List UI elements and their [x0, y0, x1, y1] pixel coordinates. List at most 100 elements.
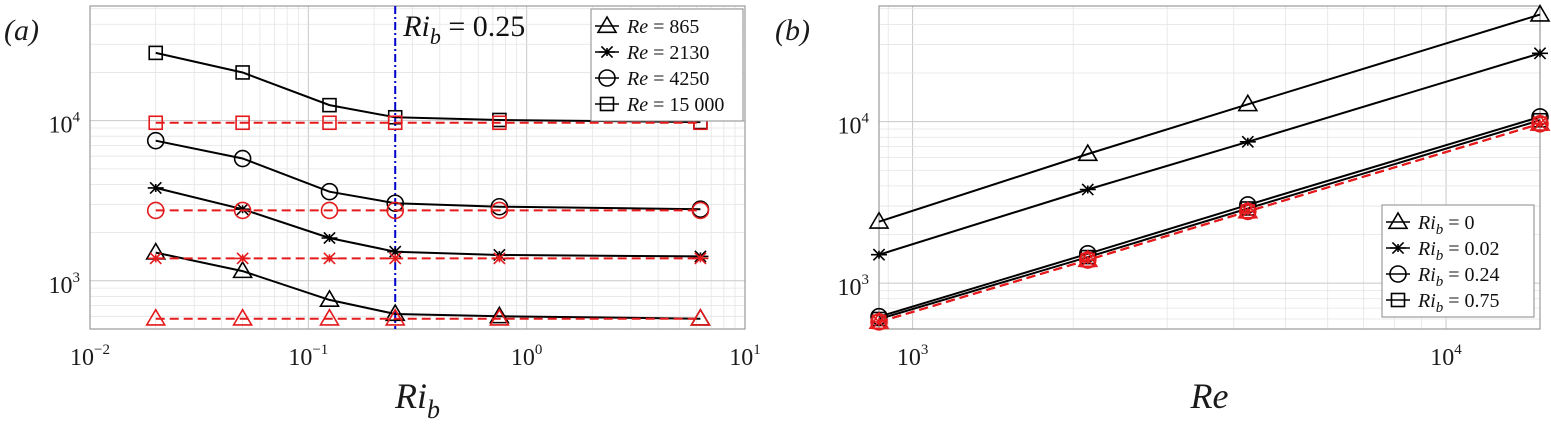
- legend-label: Re = 865: [626, 16, 699, 38]
- data-point-triangle: [232, 260, 254, 279]
- x-tick-label: 100: [511, 342, 543, 371]
- series-group: [145, 45, 711, 326]
- data-point-star: [1532, 47, 1548, 60]
- series-line-circle: [878, 115, 1541, 318]
- x-tick-label: 103: [897, 342, 929, 371]
- data-point-star: [234, 203, 251, 216]
- data-point-square: [1080, 252, 1096, 268]
- data-point-circle: [320, 182, 339, 201]
- data-point-star: [147, 181, 164, 195]
- legend-label: Re = 4250: [626, 68, 709, 90]
- legend-box: [1381, 204, 1535, 318]
- data-point-square: [322, 97, 337, 113]
- x-tick-label: 10−2: [70, 342, 110, 371]
- data-point-square: [871, 314, 887, 330]
- legend-label: Rib = 0: [1417, 212, 1475, 238]
- legend-marker-triangle: [1387, 211, 1409, 230]
- threshold-label: Rib = 0.25: [402, 10, 525, 49]
- x-tick-label-base: 10: [288, 345, 312, 371]
- data-point-star: [234, 252, 251, 265]
- x-tick-label: 10−1: [288, 342, 328, 371]
- series-group: [868, 4, 1551, 331]
- data-point-square: [148, 115, 164, 131]
- legend-label: Re = 2130: [626, 42, 709, 64]
- data-point-star: [871, 315, 887, 329]
- x-tick-label-exp: 4: [1454, 342, 1462, 358]
- data-point-square: [148, 45, 164, 61]
- data-point-triangle: [384, 303, 406, 322]
- x-axis-label: Rib: [394, 376, 440, 424]
- x-tick-label: 104: [1430, 342, 1462, 371]
- x-tick-label-exp: −2: [94, 342, 110, 358]
- axes-frame: [878, 5, 1541, 330]
- data-point-triangle: [1237, 93, 1259, 112]
- x-tick-label-exp: 3: [921, 342, 929, 358]
- data-point-circle: [146, 131, 165, 150]
- data-point-star: [321, 252, 338, 265]
- x-axis-label: Re: [1190, 376, 1229, 416]
- series-line-square: [155, 51, 701, 124]
- data-point-circle: [691, 201, 710, 220]
- data-point-circle: [1531, 114, 1549, 133]
- x-tick-label-base: 10: [897, 345, 921, 371]
- x-tick-label-base: 10: [729, 345, 753, 371]
- data-point-star: [147, 252, 164, 265]
- x-tick-label-exp: 1: [753, 342, 761, 358]
- y-tick-label-base: 10: [838, 275, 862, 301]
- data-point-triangle: [690, 308, 711, 326]
- legend-box: [590, 8, 744, 122]
- y-tick-label-base: 10: [49, 273, 73, 299]
- series-line-star: [878, 52, 1541, 256]
- x-tick-label-base: 10: [70, 345, 94, 371]
- data-point-circle: [870, 313, 888, 331]
- series-line-square: [878, 119, 1541, 320]
- data-point-star: [1532, 117, 1548, 130]
- data-point-square: [1240, 204, 1256, 219]
- series-line-circle: [155, 139, 701, 211]
- y-tick-label: 103: [838, 272, 870, 301]
- legend-label: Rib = 0.02: [1417, 238, 1500, 264]
- data-point-triangle: [1077, 143, 1099, 162]
- panel-label: (a): [4, 14, 39, 47]
- data-point-triangle: [232, 308, 254, 326]
- data-point-triangle: [319, 289, 340, 307]
- y-tick-label-base: 10: [49, 113, 73, 139]
- data-point-square: [1532, 116, 1548, 132]
- data-point-star: [1239, 135, 1256, 148]
- data-point-circle: [320, 201, 339, 220]
- data-point-square: [322, 115, 337, 131]
- data-point-square: [387, 115, 403, 131]
- data-point-star: [387, 252, 404, 265]
- data-point-circle: [1078, 251, 1097, 269]
- series-line-star: [155, 186, 701, 258]
- data-point-star: [1079, 183, 1096, 196]
- x-tick-label-exp: 0: [535, 342, 543, 358]
- data-point-triangle: [145, 308, 167, 326]
- series-line-square-dashed: [878, 122, 1541, 323]
- y-tick-label: 104: [838, 111, 870, 140]
- data-point-star: [692, 252, 709, 265]
- data-point-star: [491, 252, 508, 265]
- data-point-circle: [233, 201, 252, 220]
- data-point-star: [871, 248, 887, 261]
- data-point-circle: [1239, 202, 1257, 221]
- legend-marker-triangle: [596, 15, 618, 34]
- data-point-square: [235, 115, 250, 131]
- legend-label: Rib = 0.75: [1417, 290, 1500, 316]
- axes-frame: [89, 5, 746, 330]
- data-point-circle: [386, 201, 405, 220]
- legend-label: Re = 15 000: [626, 94, 724, 116]
- x-tick-label-exp: −1: [312, 342, 328, 358]
- legend: Re = 865 Re = 2130 Re = 4250 Re = 15 000: [590, 8, 744, 122]
- y-tick-label: 104: [49, 110, 81, 139]
- data-point-triangle: [868, 211, 890, 229]
- data-point-triangle: [1529, 4, 1551, 22]
- data-point-square: [235, 65, 250, 80]
- y-tick-label: 103: [49, 270, 81, 299]
